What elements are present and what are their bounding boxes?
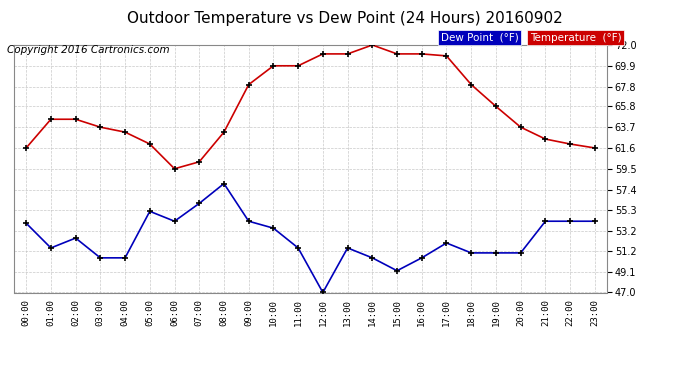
Text: Temperature  (°F): Temperature (°F) (530, 33, 622, 42)
Text: Dew Point  (°F): Dew Point (°F) (441, 33, 519, 42)
Text: Copyright 2016 Cartronics.com: Copyright 2016 Cartronics.com (7, 45, 170, 55)
Text: Outdoor Temperature vs Dew Point (24 Hours) 20160902: Outdoor Temperature vs Dew Point (24 Hou… (127, 11, 563, 26)
